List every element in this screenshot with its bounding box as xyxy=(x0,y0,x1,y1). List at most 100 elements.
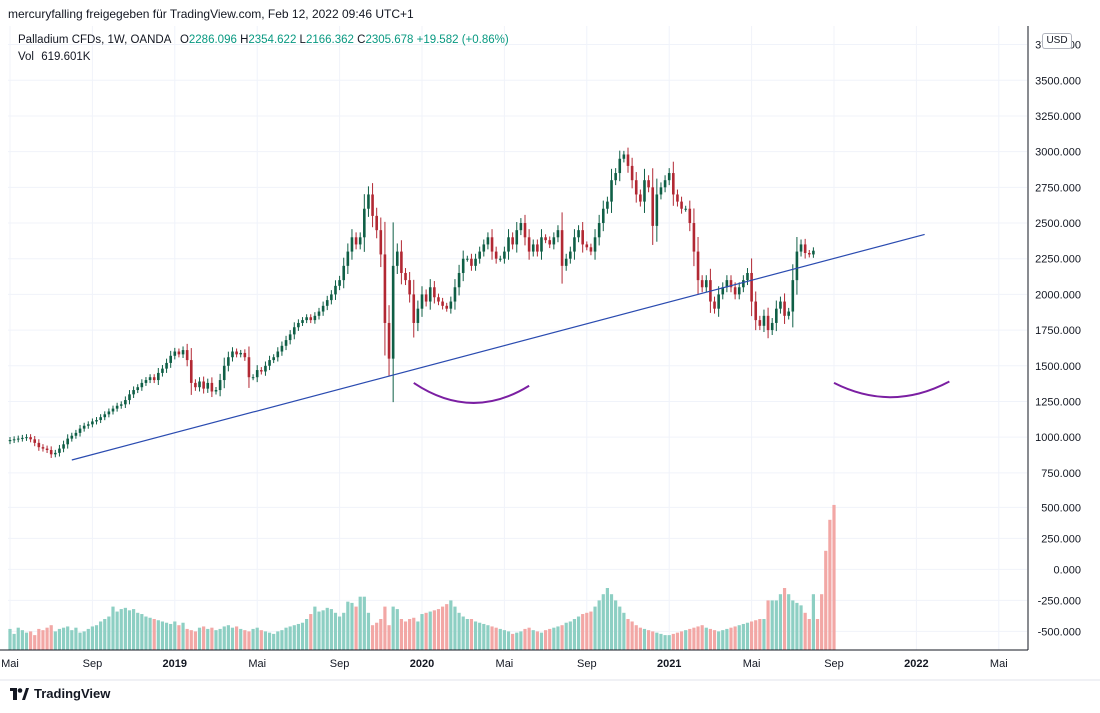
volume-bar xyxy=(733,626,737,650)
volume-bar xyxy=(193,631,197,650)
candle-body xyxy=(556,230,560,238)
candle-body xyxy=(445,305,449,309)
volume-bar xyxy=(622,612,626,650)
candle-body xyxy=(231,351,234,358)
volume-bar xyxy=(403,621,408,650)
candle-body xyxy=(210,382,214,392)
volume-bar xyxy=(37,628,41,650)
volume-bar xyxy=(729,627,733,650)
candle-body xyxy=(400,251,403,273)
volume-bar xyxy=(754,620,758,650)
volume-bar xyxy=(618,606,622,650)
candle-body xyxy=(194,382,197,388)
candle-body xyxy=(342,265,346,281)
volume-bar xyxy=(457,612,461,650)
volume-bar xyxy=(568,621,572,650)
candle-body xyxy=(391,265,395,359)
volume-bar xyxy=(795,602,799,650)
volume-bar xyxy=(61,627,66,650)
volume-bar xyxy=(164,622,169,650)
candle-body xyxy=(243,352,247,358)
candle-body xyxy=(807,253,811,255)
y-tick-label: 2500.000 xyxy=(1035,218,1081,230)
volume-bar xyxy=(309,614,313,650)
volume-bar xyxy=(482,623,486,650)
volume-bar xyxy=(614,600,618,650)
volume-bar xyxy=(226,625,230,650)
candle-body xyxy=(688,208,692,224)
volume-bar xyxy=(41,630,45,650)
candle-body xyxy=(198,381,201,388)
candle-body xyxy=(8,440,12,442)
volume-bar xyxy=(247,631,251,650)
volume-bar xyxy=(202,626,206,650)
candle-body xyxy=(177,351,181,355)
volume-bar xyxy=(152,619,156,650)
volume-bar xyxy=(642,628,647,650)
volume-bar xyxy=(280,630,284,650)
candle-body xyxy=(721,287,725,295)
legend-close: 2305.678 xyxy=(365,34,414,46)
candle-body xyxy=(58,448,61,453)
candle-body xyxy=(634,180,638,195)
candle-body xyxy=(25,437,28,439)
candle-body xyxy=(659,187,663,195)
volume-bar xyxy=(94,625,99,650)
volume-bar xyxy=(535,631,539,650)
volume-bar xyxy=(581,614,585,650)
legend-high-label: H xyxy=(240,34,249,46)
candle-body xyxy=(606,201,609,209)
volume-bar xyxy=(511,633,515,650)
candle-body xyxy=(523,223,527,238)
candle-body xyxy=(202,381,205,389)
volume-bar xyxy=(651,631,655,650)
volume-bar xyxy=(490,626,494,650)
candle-body xyxy=(54,452,57,455)
candle-body xyxy=(573,237,576,252)
candle-body xyxy=(680,201,683,209)
candle-body xyxy=(367,194,370,209)
volume-bar xyxy=(725,628,729,650)
volume-bar xyxy=(243,630,247,650)
volume-bar xyxy=(375,622,379,650)
volume-bar xyxy=(391,606,395,650)
candle-body xyxy=(672,173,675,195)
volume-bar xyxy=(684,630,688,650)
volume-bar xyxy=(626,619,630,650)
currency-badge[interactable]: USD xyxy=(1042,33,1072,49)
y-tick-label: 2750.000 xyxy=(1035,182,1081,194)
volume-bar xyxy=(107,616,111,650)
candle-body xyxy=(132,390,135,395)
candle-body xyxy=(783,301,786,316)
candle-body xyxy=(86,424,90,426)
x-tick-label: Sep xyxy=(824,658,844,670)
x-tick-label: 2022 xyxy=(904,658,928,670)
candle-body xyxy=(507,237,510,252)
candle-body xyxy=(21,437,24,439)
candle-body xyxy=(511,237,514,245)
candle-body xyxy=(338,280,341,286)
candle-body xyxy=(49,450,53,455)
volume-bar xyxy=(70,630,74,650)
volume-bar xyxy=(272,633,276,650)
candle-body xyxy=(531,244,535,252)
volume-bar xyxy=(263,631,268,650)
candle-body xyxy=(725,280,729,288)
candle-body xyxy=(321,305,325,312)
volume-bar xyxy=(33,635,37,650)
volume-bar xyxy=(774,600,778,650)
volume-bar xyxy=(123,607,127,650)
volume-bar xyxy=(350,602,354,650)
volume-bar xyxy=(115,611,119,650)
candle-body xyxy=(519,223,523,231)
candle-body xyxy=(424,294,428,302)
candle-body xyxy=(251,377,255,379)
volume-bar xyxy=(399,619,403,650)
x-tick-label: Sep xyxy=(330,658,350,670)
volume-bar xyxy=(593,606,597,650)
footer-brand[interactable]: TradingView xyxy=(10,686,110,701)
volume-bar xyxy=(119,609,123,650)
candle-body xyxy=(593,237,597,252)
candle-body xyxy=(453,287,457,302)
